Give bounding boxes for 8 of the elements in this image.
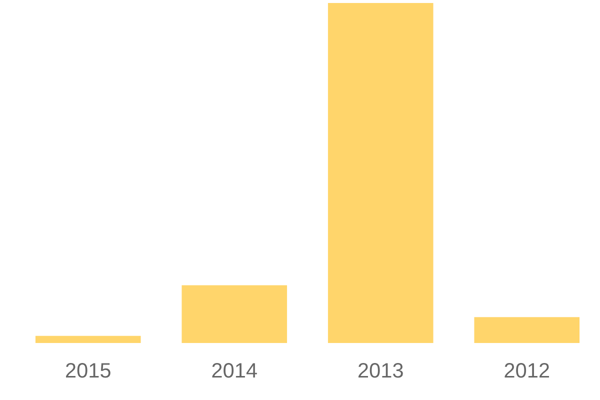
bar: [474, 317, 580, 343]
x-tick-label: 2014: [212, 362, 257, 378]
bar: [182, 285, 288, 343]
x-tick-label: 2012: [504, 362, 550, 378]
bar: [35, 336, 141, 343]
x-tick-label: 2015: [66, 362, 110, 378]
bar: [328, 3, 434, 343]
x-tick-label: 2013: [358, 362, 403, 378]
